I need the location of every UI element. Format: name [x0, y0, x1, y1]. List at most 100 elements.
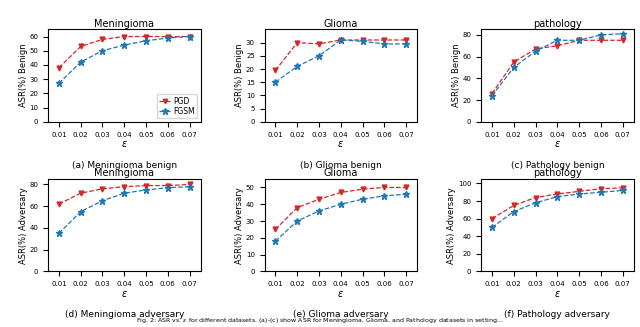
FGSM: [315, 54, 323, 58]
PGD: [337, 191, 345, 195]
Legend: PGD, FGSM: PGD, FGSM: [157, 94, 196, 118]
FGSM: [293, 219, 301, 223]
FGSM: [77, 210, 84, 214]
X-axis label: $\epsilon$: $\epsilon$: [554, 139, 561, 149]
Line: FGSM: FGSM: [56, 33, 193, 87]
FGSM: [359, 197, 367, 201]
PGD: [532, 196, 540, 199]
PGD: [554, 44, 561, 48]
Text: (c) Pathology benign: (c) Pathology benign: [511, 161, 604, 170]
X-axis label: $\epsilon$: $\epsilon$: [554, 288, 561, 299]
PGD: [77, 44, 84, 48]
X-axis label: $\epsilon$: $\epsilon$: [121, 139, 128, 149]
Line: PGD: PGD: [56, 182, 192, 206]
FGSM: [619, 32, 627, 36]
Title: Meningioma: Meningioma: [94, 168, 154, 178]
PGD: [337, 38, 345, 42]
FGSM: [77, 60, 84, 64]
PGD: [575, 189, 583, 193]
FGSM: [359, 39, 367, 43]
Title: Meningioma: Meningioma: [94, 19, 154, 29]
FGSM: [55, 81, 63, 85]
Title: pathology: pathology: [533, 19, 582, 29]
Text: Fig. 2: ASR vs. $\epsilon$ for different datasets. (a)-(c) show ASR for Meningio: Fig. 2: ASR vs. $\epsilon$ for different…: [136, 316, 504, 325]
FGSM: [164, 36, 172, 40]
PGD: [597, 187, 605, 191]
PGD: [164, 35, 172, 39]
FGSM: [532, 49, 540, 53]
FGSM: [532, 201, 540, 205]
FGSM: [99, 199, 106, 203]
FGSM: [142, 188, 150, 192]
FGSM: [510, 210, 518, 214]
FGSM: [55, 232, 63, 235]
Line: PGD: PGD: [490, 38, 625, 96]
Title: Glioma: Glioma: [324, 19, 358, 29]
PGD: [99, 187, 106, 191]
PGD: [120, 185, 128, 189]
FGSM: [99, 49, 106, 53]
FGSM: [403, 42, 410, 46]
PGD: [55, 202, 63, 206]
PGD: [619, 186, 627, 190]
PGD: [359, 38, 367, 42]
FGSM: [120, 191, 128, 195]
PGD: [359, 187, 367, 191]
FGSM: [293, 64, 301, 68]
Y-axis label: ASR(%) Benign: ASR(%) Benign: [452, 44, 461, 108]
FGSM: [403, 192, 410, 196]
Y-axis label: ASR(%) Adversary: ASR(%) Adversary: [19, 187, 28, 264]
PGD: [293, 41, 301, 44]
Y-axis label: ASR(%) Adversary: ASR(%) Adversary: [236, 187, 244, 264]
Line: FGSM: FGSM: [488, 187, 626, 231]
Title: Glioma: Glioma: [324, 168, 358, 178]
PGD: [120, 35, 128, 39]
PGD: [532, 47, 540, 51]
Text: (d) Meningioma adversary: (d) Meningioma adversary: [65, 310, 184, 319]
FGSM: [510, 65, 518, 69]
FGSM: [337, 38, 345, 42]
FGSM: [575, 192, 583, 196]
PGD: [510, 203, 518, 207]
PGD: [575, 38, 583, 42]
PGD: [488, 92, 496, 95]
FGSM: [337, 202, 345, 206]
X-axis label: $\epsilon$: $\epsilon$: [337, 139, 344, 149]
Line: PGD: PGD: [56, 34, 192, 70]
Line: FGSM: FGSM: [56, 183, 193, 237]
FGSM: [381, 42, 388, 46]
Text: (b) Glioma benign: (b) Glioma benign: [300, 161, 381, 170]
FGSM: [142, 39, 150, 43]
FGSM: [597, 33, 605, 37]
Y-axis label: ASR(%) Benign: ASR(%) Benign: [236, 44, 244, 108]
Line: PGD: PGD: [273, 185, 408, 232]
Line: FGSM: FGSM: [272, 37, 410, 86]
Text: (a) Meningioma benign: (a) Meningioma benign: [72, 161, 177, 170]
PGD: [142, 35, 150, 39]
Line: PGD: PGD: [273, 38, 408, 73]
PGD: [381, 38, 388, 42]
FGSM: [488, 226, 496, 230]
FGSM: [186, 185, 193, 189]
Y-axis label: ASR(%) Adversary: ASR(%) Adversary: [447, 187, 456, 264]
PGD: [381, 185, 388, 189]
Text: (e) Glioma adversary: (e) Glioma adversary: [293, 310, 388, 319]
PGD: [619, 38, 627, 42]
Line: FGSM: FGSM: [272, 191, 410, 245]
FGSM: [488, 94, 496, 98]
PGD: [99, 37, 106, 41]
PGD: [488, 217, 496, 221]
FGSM: [315, 209, 323, 213]
FGSM: [575, 38, 583, 42]
PGD: [403, 38, 410, 42]
FGSM: [554, 38, 561, 42]
FGSM: [619, 189, 627, 193]
X-axis label: $\epsilon$: $\epsilon$: [337, 288, 344, 299]
PGD: [403, 185, 410, 189]
PGD: [510, 60, 518, 64]
PGD: [554, 192, 561, 196]
FGSM: [597, 190, 605, 194]
PGD: [55, 66, 63, 70]
X-axis label: $\epsilon$: $\epsilon$: [121, 288, 128, 299]
Line: FGSM: FGSM: [488, 30, 626, 99]
